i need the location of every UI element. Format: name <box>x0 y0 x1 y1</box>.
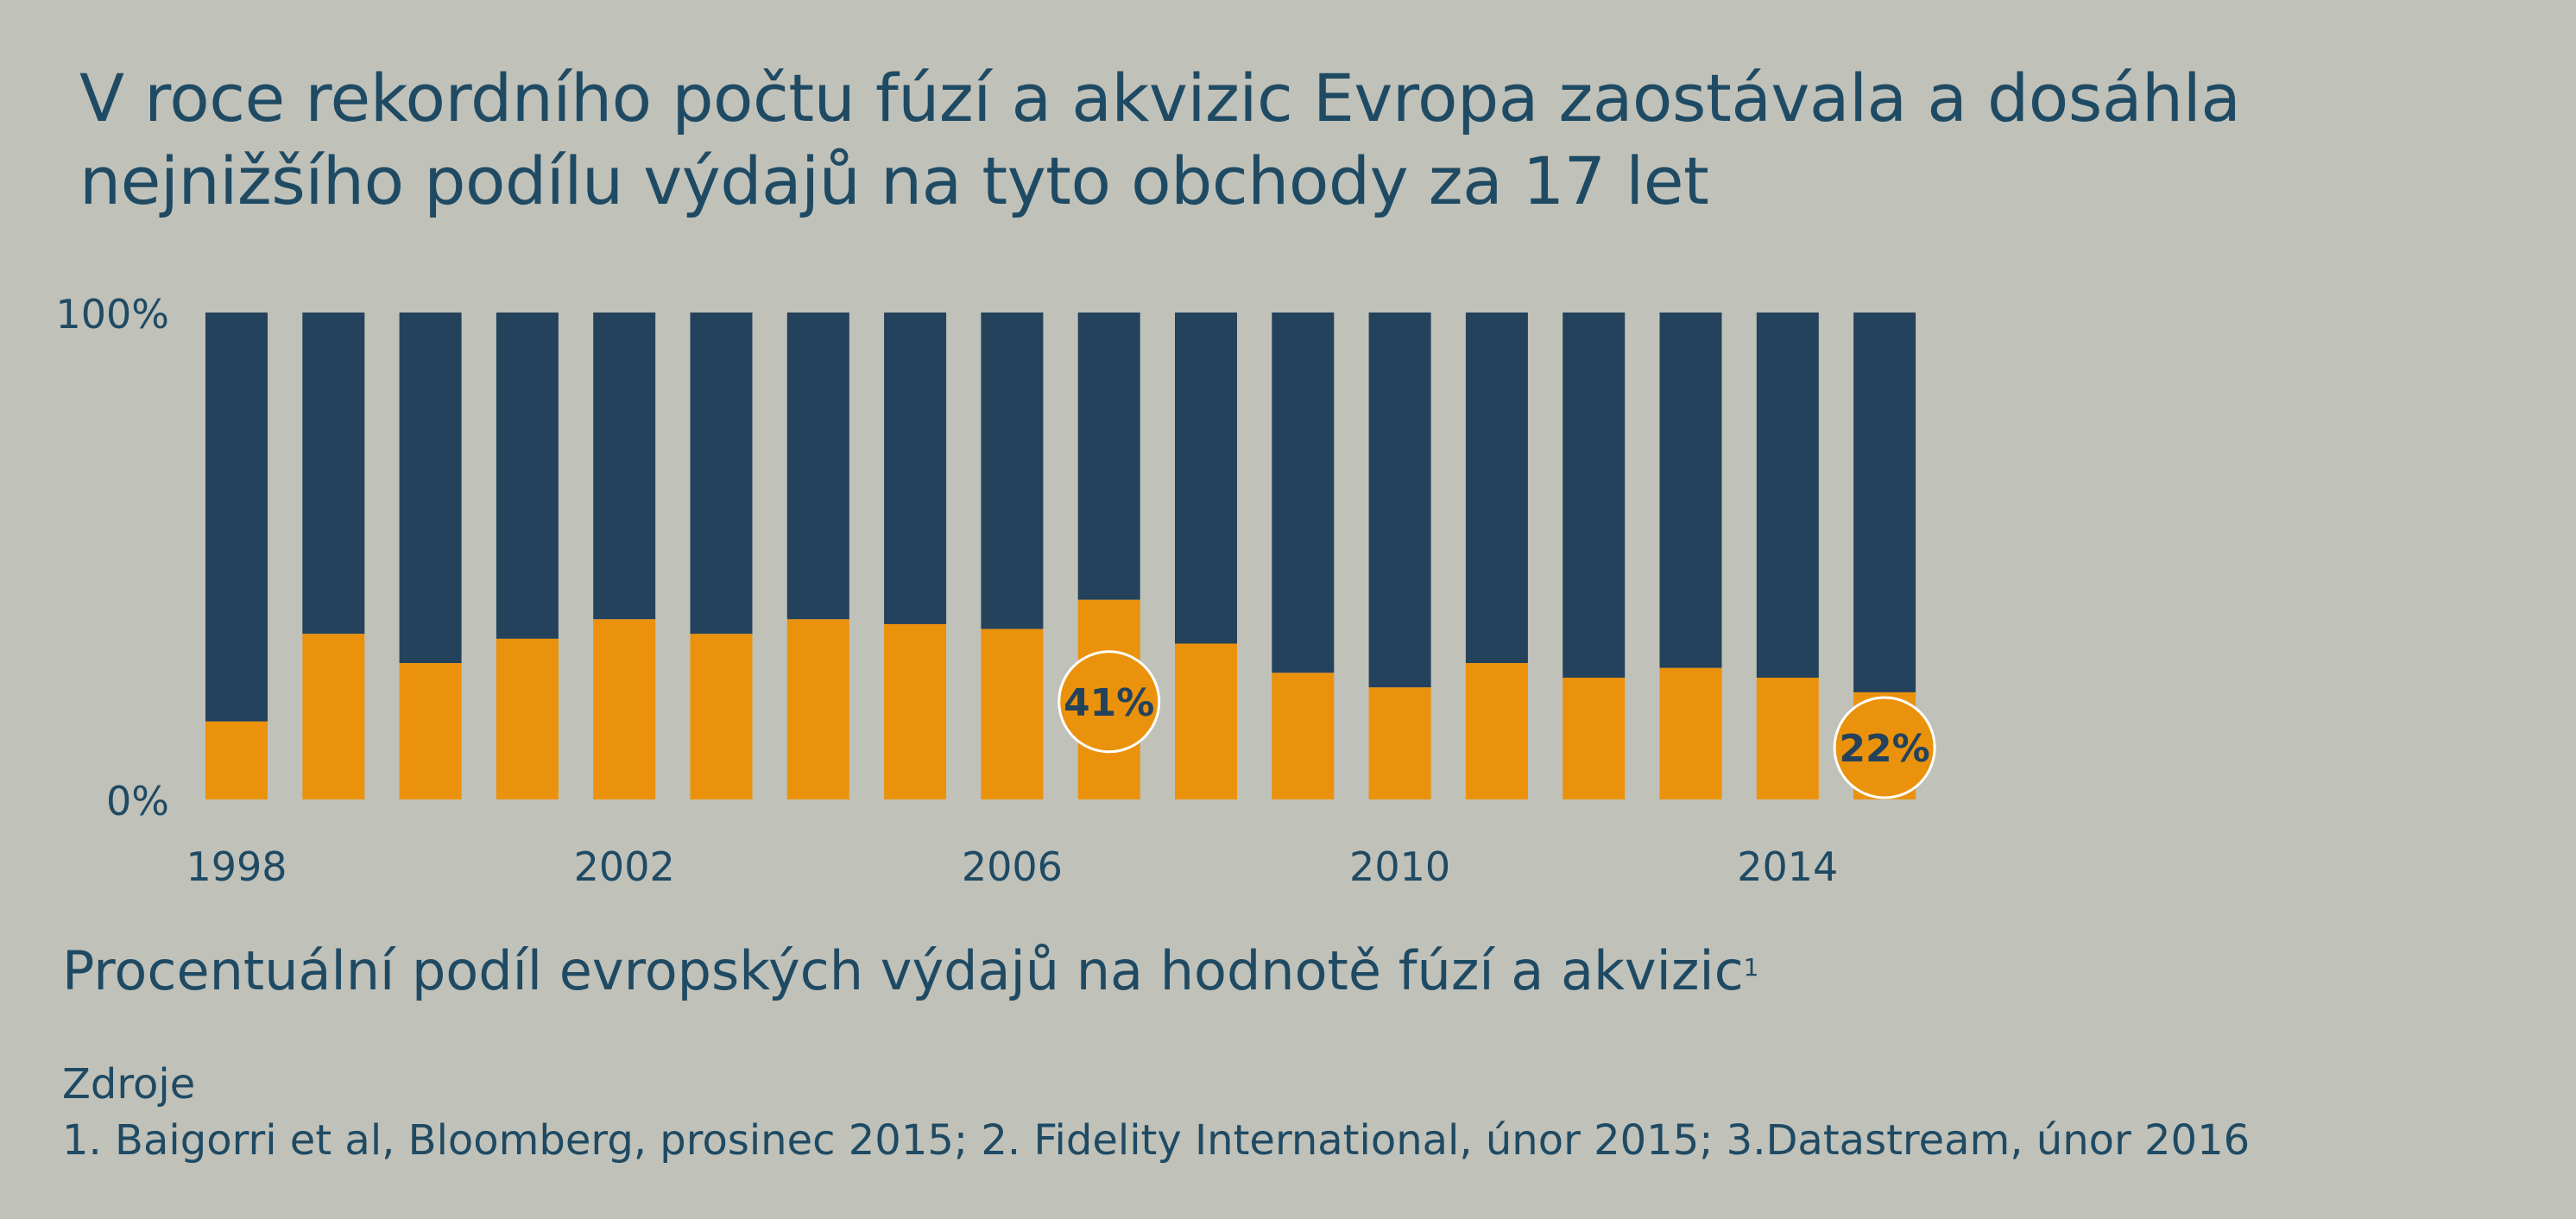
y-tick-label-max: 100% <box>55 291 169 338</box>
bar-rest-2006 <box>981 313 1044 629</box>
bar-rest-2000 <box>399 313 462 664</box>
bar-rest-2012 <box>1563 313 1626 678</box>
title-line-2: nejnižšího podílu výdajů na tyto obchody… <box>79 142 1709 219</box>
x-tick-label-2014: 2014 <box>1737 843 1838 890</box>
y-tick-label-min: 0% <box>106 778 169 824</box>
annotation-label-2015: 22% <box>1839 727 1929 771</box>
bar-rest-1999 <box>302 313 365 635</box>
sources-heading: Zdroje <box>62 1060 196 1108</box>
x-tick-label-2002: 2002 <box>574 843 675 890</box>
bar-europe-2008 <box>1175 643 1237 799</box>
bar-europe-2000 <box>399 663 462 799</box>
title-line-1: V roce rekordního počtu fúzí a akvizic E… <box>79 60 2241 136</box>
bar-rest-2002 <box>593 313 656 620</box>
bar-europe-2014 <box>1756 678 1819 799</box>
caption-footnote-marker: 1 <box>1743 953 1759 982</box>
bar-europe-2001 <box>496 638 559 799</box>
bar-rest-2011 <box>1465 313 1528 664</box>
chart-caption: Procentuální podíl evropských výdajů na … <box>62 937 1759 1006</box>
bar-europe-2009 <box>1272 673 1335 799</box>
bar-rest-2007 <box>1077 313 1140 600</box>
bar-europe-2013 <box>1659 667 1722 799</box>
bar-rest-2003 <box>690 313 753 635</box>
annotation-label-2007: 41% <box>1064 681 1154 725</box>
bar-rest-2008 <box>1175 313 1237 644</box>
bar-rest-2009 <box>1272 313 1335 673</box>
x-tick-label-2006: 2006 <box>962 843 1063 890</box>
x-tick-label-1998: 1998 <box>186 843 287 890</box>
bar-europe-2011 <box>1465 663 1528 799</box>
x-tick-label-2010: 2010 <box>1349 843 1450 890</box>
bar-europe-2012 <box>1563 678 1626 799</box>
annotation-bubble-2007 <box>1058 650 1161 754</box>
caption-text: Procentuální podíl evropských výdajů na … <box>62 939 1744 1002</box>
bar-europe-2004 <box>786 619 849 799</box>
bar-europe-1998 <box>205 721 268 799</box>
bar-europe-1999 <box>302 634 365 799</box>
bar-europe-2010 <box>1368 687 1431 799</box>
bar-rest-2014 <box>1756 313 1819 678</box>
bar-rest-2005 <box>884 313 947 624</box>
bar-europe-2006 <box>981 628 1044 799</box>
bar-europe-2005 <box>884 623 947 799</box>
bar-europe-2002 <box>593 619 656 799</box>
bar-rest-2015 <box>1853 313 1916 692</box>
bar-rest-1998 <box>205 313 268 722</box>
bar-rest-2001 <box>496 313 559 639</box>
chart-title: V roce rekordního počtu fúzí a akvizic E… <box>79 57 2410 223</box>
sources-text: 1. Baigorri et al, Bloomberg, prosinec 2… <box>62 1116 2251 1165</box>
bar-rest-2010 <box>1368 313 1431 688</box>
bar-rest-2013 <box>1659 313 1722 668</box>
bar-rest-2004 <box>786 313 849 620</box>
bar-europe-2003 <box>690 634 753 799</box>
annotation-bubble-2015 <box>1833 696 1936 799</box>
